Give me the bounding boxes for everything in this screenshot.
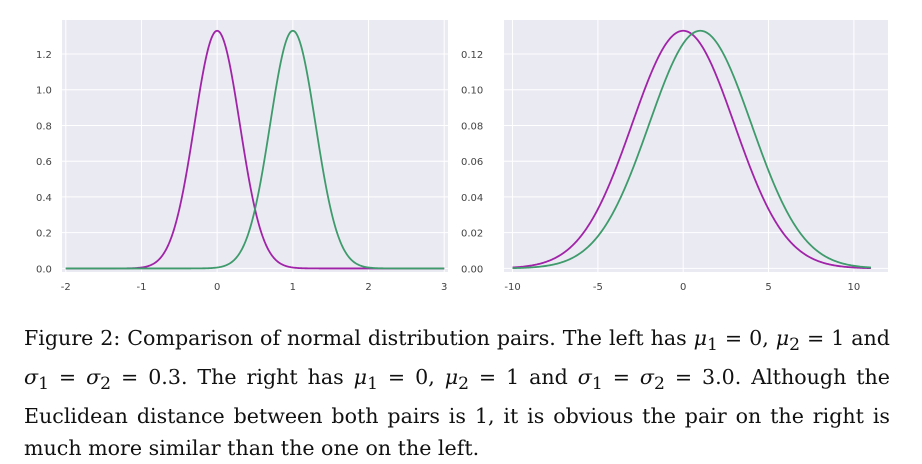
caption-text: = (602, 365, 640, 390)
caption-subscript: 1 (367, 374, 378, 395)
caption-symbol: μ (353, 365, 368, 390)
caption-text: = 3.0. Although the Euclidean distance b… (24, 365, 897, 461)
x-tick-label: -5 (593, 282, 603, 293)
x-tick-label: 0 (680, 282, 686, 293)
y-tick-label: 0.4 (36, 193, 52, 204)
y-tick-label: 0.6 (36, 157, 52, 168)
y-tick-label: 0.04 (461, 193, 483, 204)
caption-subscript: 2 (653, 374, 665, 395)
caption-symbol: μ (444, 365, 459, 390)
normal-curve-series-2 (512, 29, 871, 270)
caption-text: = 0, (717, 326, 776, 350)
normal-curve-series-2 (65, 29, 445, 270)
caption-symbol: σ (24, 365, 39, 390)
x-tick-label: 5 (765, 282, 771, 293)
caption-symbol: σ (577, 365, 592, 390)
caption-symbol: μ (693, 326, 708, 350)
x-tick-label: 3 (441, 282, 447, 293)
left-plot: -2 -1 0 1 2 3 0.0 0.2 0.4 0.6 0.8 1.0 1.2 (36, 20, 448, 293)
caption-text: Figure 2: Comparison of normal distribut… (24, 326, 694, 350)
x-tick-label: -1 (136, 282, 146, 293)
x-tick-label: -10 (504, 282, 520, 293)
y-tick-label: 0.06 (461, 157, 483, 168)
y-tick-label: 0.0 (36, 264, 52, 275)
plot-area (504, 20, 888, 272)
caption-text: = (48, 365, 87, 390)
y-tick-label: 0.10 (461, 86, 483, 97)
x-tick-label: 2 (365, 282, 371, 293)
caption-text: = 1 and (469, 365, 578, 390)
right-plot: -10 -5 0 5 10 0.00 0.02 0.04 0.06 0.08 0.10 0.12 (461, 20, 888, 293)
plot-area (62, 20, 448, 272)
caption-subscript: 1 (38, 374, 49, 395)
caption-subscript: 1 (707, 335, 718, 356)
caption-subscript: 2 (458, 374, 469, 395)
y-tick-label: 1.2 (36, 50, 52, 61)
caption-text: = 0, (377, 365, 445, 390)
y-tick-label: 0.2 (36, 229, 52, 240)
figure-caption: Figure 2: Comparison of normal distribut… (24, 322, 890, 464)
y-tick-label: 0.00 (461, 264, 483, 275)
x-tick-label: 0 (214, 282, 220, 293)
caption-subscript: 1 (591, 374, 603, 395)
caption-text: = 0.3. The right has (111, 365, 354, 390)
caption-subscript: 2 (100, 374, 112, 395)
x-tick-label: -2 (61, 282, 71, 293)
y-tick-label: 0.02 (461, 229, 483, 240)
y-tick-label: 0.08 (461, 121, 483, 132)
x-tick-label: 1 (290, 282, 296, 293)
caption-text: = 1 and (800, 326, 897, 350)
caption-symbol: σ (639, 365, 654, 390)
figure-panels: -2 -1 0 1 2 30.00.20.40.60.81.01.2 -10 -5 0 5 100… (36, 20, 888, 293)
y-tick-label: 0.12 (461, 50, 483, 61)
caption-symbol: μ (775, 326, 790, 350)
y-tick-label: 0.8 (36, 121, 52, 132)
caption-symbol: σ (86, 365, 101, 390)
caption-subscript: 2 (789, 335, 801, 356)
y-tick-label: 1.0 (36, 86, 52, 97)
x-tick-label: 10 (847, 282, 860, 293)
